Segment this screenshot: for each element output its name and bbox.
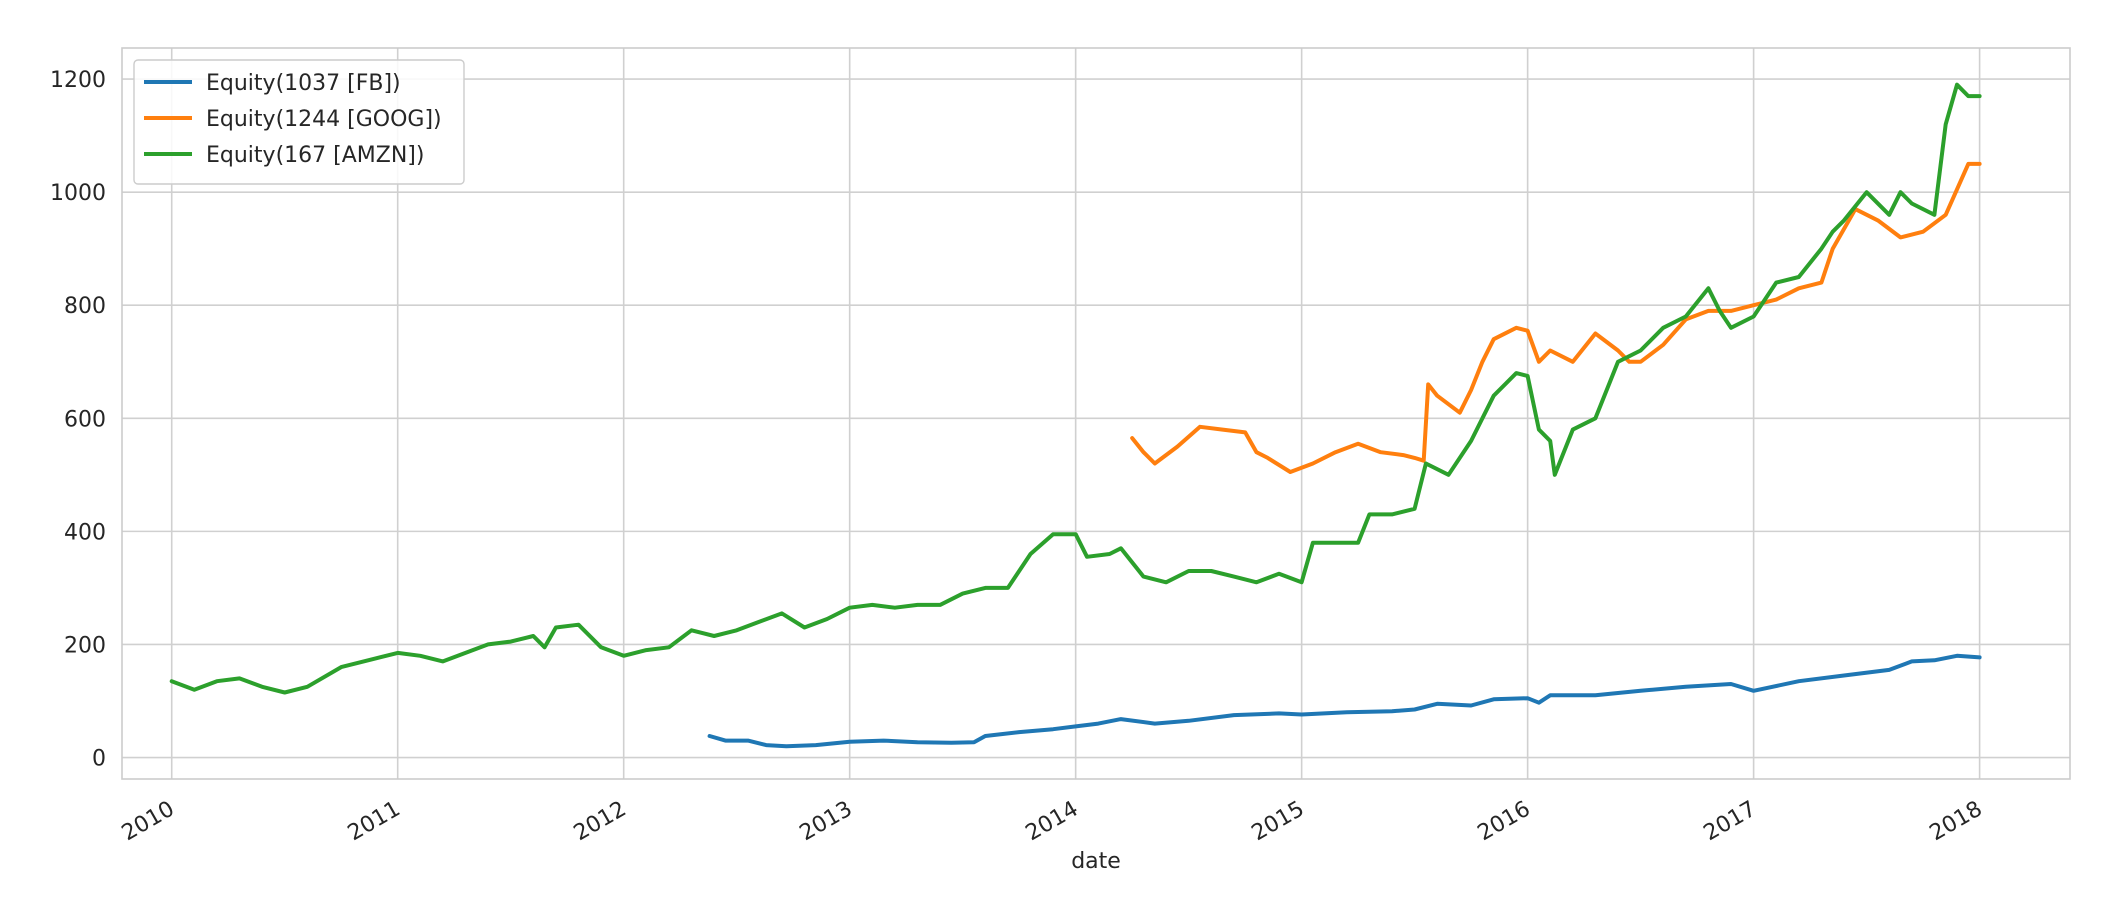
y-tick-label: 600 (64, 407, 106, 432)
x-tick-label: 2017 (1700, 797, 1761, 847)
legend-label: Equity(1244 [GOOG]) (206, 107, 442, 132)
y-tick-label: 0 (92, 747, 106, 772)
plot-area-frame (121, 47, 2071, 780)
tick-labels: 0 200 400 600 800 1000 1200 2010 2011 2012 2013 201… (50, 68, 1987, 846)
series-line-1 (1130, 161, 1982, 474)
x-axis-title: date (1071, 849, 1121, 874)
x-tick-label: 2011 (344, 797, 405, 847)
legend-label: Equity(167 [AMZN]) (206, 143, 424, 168)
x-tick-label: 2016 (1474, 797, 1535, 847)
y-tick-label: 1000 (50, 181, 106, 206)
grid (122, 48, 2070, 779)
series-line-2 (169, 82, 1982, 695)
series-line-0 (707, 653, 1982, 749)
series-lines (169, 82, 1982, 749)
x-tick-label: 2015 (1248, 797, 1309, 847)
x-tick-label: 2013 (796, 797, 857, 847)
y-tick-label: 400 (64, 520, 106, 545)
y-tick-label: 1200 (50, 68, 106, 93)
legend: Equity(1037 [FB]) Equity(1244 [GOOG]) Equi… (133, 59, 465, 185)
x-tick-label: 2018 (1926, 797, 1987, 847)
x-tick-label: 2010 (118, 797, 179, 847)
y-tick-label: 200 (64, 633, 106, 658)
legend-box (133, 59, 465, 185)
x-tick-label: 2014 (1022, 797, 1083, 847)
x-tick-label: 2012 (570, 797, 631, 847)
legend-label: Equity(1037 [FB]) (206, 71, 401, 96)
y-tick-label: 800 (64, 294, 106, 319)
